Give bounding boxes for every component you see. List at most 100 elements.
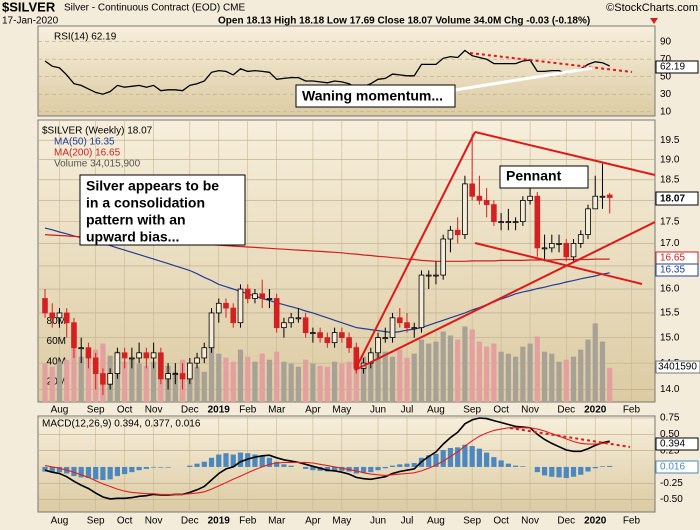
- candle-body: [201, 347, 208, 359]
- volume-bar: [491, 343, 497, 402]
- ma50-tag: 16.35: [660, 265, 685, 276]
- volume-bar: [368, 359, 374, 402]
- y-tick-label: 40M: [47, 356, 66, 367]
- histogram-bar: [592, 466, 598, 469]
- volume-bar: [136, 363, 142, 402]
- x-tick-label: Aug: [427, 516, 445, 527]
- x-tick-label: 2019: [208, 405, 231, 416]
- histogram-bar: [375, 466, 381, 471]
- volume-bar: [208, 346, 215, 402]
- annotation-line: Silver appears to be: [86, 178, 219, 194]
- volume-bar: [360, 356, 367, 402]
- candle-body: [440, 238, 446, 276]
- candle-body: [129, 357, 135, 360]
- histogram-bar: [114, 466, 120, 477]
- x-tick-label: Sep: [87, 405, 105, 416]
- histogram-bar: [491, 457, 497, 467]
- candle-body: [339, 332, 345, 339]
- histogram-bar: [151, 466, 157, 468]
- candle-body: [606, 194, 613, 198]
- candle-body: [454, 229, 461, 236]
- x-tick-label: Sep: [87, 516, 105, 527]
- candle-body: [527, 195, 533, 201]
- histogram-bar: [310, 466, 316, 471]
- x-tick-label: Oct: [493, 516, 509, 527]
- histogram-bar: [578, 466, 584, 475]
- histogram-bar: [122, 466, 128, 475]
- histogram-bar: [476, 448, 482, 467]
- candle-body: [179, 373, 186, 380]
- histogram-bar: [585, 466, 591, 472]
- histogram-bar: [541, 466, 548, 476]
- volume-bar: [85, 353, 92, 402]
- candle-body: [49, 312, 56, 319]
- rsi-line: [44, 49, 610, 95]
- volume-bar: [570, 356, 577, 402]
- macd-legend: MACD(12,26,9) 0.394, 0.377, 0.016: [42, 419, 201, 430]
- histogram-bar: [426, 455, 432, 467]
- histogram-bar: [324, 466, 330, 472]
- candle-body: [433, 274, 439, 277]
- tag-box: [655, 60, 699, 74]
- volume-bar: [440, 331, 446, 402]
- volume-bar: [143, 365, 149, 402]
- x-tick-label: Oct: [117, 516, 133, 527]
- volume-bar: [237, 349, 244, 402]
- macd-tag: 0.394: [660, 439, 685, 450]
- candle-body: [411, 327, 418, 330]
- volume-bar: [230, 361, 236, 402]
- x-tick-label: 2019: [208, 516, 231, 527]
- histogram-bar: [353, 466, 359, 474]
- histogram-bar: [505, 463, 511, 467]
- tag-box: [655, 263, 699, 277]
- histogram-bar: [607, 465, 613, 467]
- candle-body: [505, 221, 512, 224]
- histogram-bar: [281, 464, 287, 467]
- annotation-line: pattern with an: [86, 212, 186, 228]
- histogram-bar: [49, 466, 55, 473]
- tag-box: [655, 460, 699, 474]
- volume-bar: [404, 357, 410, 402]
- candle-body: [447, 229, 454, 240]
- volume-bar: [122, 361, 128, 402]
- volume-legend: Volume 34,015,900: [54, 159, 141, 170]
- ma200-tag: 16.65: [660, 253, 685, 264]
- x-tick-label: Aug: [427, 405, 445, 416]
- trend-line: [354, 131, 476, 371]
- candle-body: [252, 293, 258, 299]
- volume-bar: [592, 323, 598, 402]
- annotation: Pennant: [506, 168, 562, 184]
- histogram-bar: [462, 444, 468, 467]
- candle-body: [491, 204, 497, 223]
- histogram-bar: [42, 466, 48, 472]
- volume-bar: [245, 356, 251, 402]
- down-arrow: [650, 18, 658, 24]
- candle-body: [541, 247, 548, 250]
- volume-bar: [455, 339, 461, 402]
- candle-body: [244, 288, 251, 299]
- histogram-bar: [303, 466, 309, 469]
- candle-body: [71, 322, 77, 349]
- candle-body: [42, 298, 48, 314]
- candle-body: [396, 317, 403, 324]
- x-tick-label: Oct: [117, 405, 133, 416]
- candle-body: [281, 322, 287, 329]
- candle-body: [114, 352, 121, 374]
- candle-body: [186, 362, 193, 380]
- candle-body: [570, 243, 577, 258]
- volume-bar: [389, 356, 396, 402]
- candle-body: [150, 352, 157, 359]
- histogram-bar: [237, 452, 244, 467]
- x-tick-label: Aug: [51, 516, 69, 527]
- histogram-bar: [274, 461, 280, 467]
- credit: ©StockCharts.com: [606, 2, 698, 14]
- trend-line: [474, 131, 656, 176]
- volume-bar: [418, 339, 425, 402]
- candle-body: [107, 373, 113, 385]
- histogram-bar: [129, 466, 135, 473]
- candle-body: [172, 373, 179, 375]
- callout-pointer: [454, 66, 593, 92]
- x-tick-label: Mar: [268, 405, 286, 416]
- ma200-legend: MA(200) 16.65: [54, 148, 121, 159]
- histogram-bar: [288, 465, 294, 467]
